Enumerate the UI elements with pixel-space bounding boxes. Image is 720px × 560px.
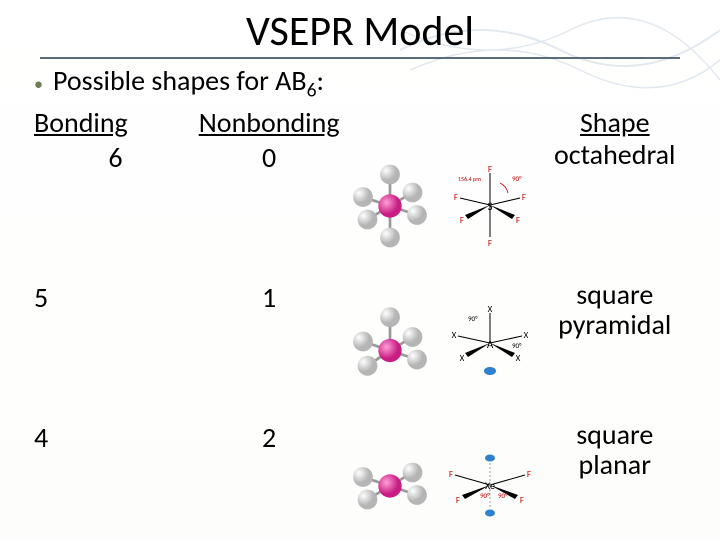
svg-text:90°: 90° (512, 174, 522, 183)
vsepr-table: Bonding Nonbonding Shape 6 0 (34, 105, 690, 560)
svg-text:90°: 90° (468, 314, 478, 323)
shape-cell: square pyramidal (540, 280, 690, 420)
structure-diagram-icon: A X X X X X 90° 90° (440, 303, 540, 388)
structure-diagram-icon: S F F F F F F 90° 156.4 pm (440, 163, 540, 248)
svg-text:90°: 90° (480, 491, 490, 500)
bonding-cell: 4 (34, 420, 197, 560)
structure-diagram-icon: Xe F F F F 90° 90° (440, 443, 540, 528)
bonding-cell: 5 (34, 280, 197, 420)
svg-text:90°: 90° (512, 341, 522, 350)
svg-text:X: X (515, 353, 520, 364)
table-row: 6 0 (34, 140, 690, 280)
svg-text:F: F (448, 469, 452, 480)
slide-title: VSEPR Model (40, 0, 680, 59)
svg-text:X: X (487, 304, 492, 315)
nonbonding-cell: 0 (197, 140, 341, 280)
svg-text:F: F (455, 495, 459, 506)
svg-text:F: F (515, 215, 519, 226)
table-row: 4 2 (34, 420, 690, 560)
table-row: 5 1 (34, 280, 690, 420)
svg-text:F: F (487, 164, 491, 175)
svg-text:S: S (487, 200, 492, 213)
hdr-bonding: Bonding (34, 105, 197, 140)
molecule-3d-icon (345, 441, 435, 531)
nonbonding-cell: 1 (197, 280, 341, 420)
svg-text:F: F (459, 215, 463, 226)
svg-text:F: F (526, 469, 530, 480)
bonding-cell: 6 (34, 140, 197, 280)
hdr-shape: Shape (540, 105, 690, 140)
bullet-text: Possible shapes for AB6: (53, 63, 324, 103)
svg-text:F: F (453, 192, 457, 203)
bullet-line: • Possible shapes for AB6: (34, 63, 690, 103)
nonbonding-cell: 2 (197, 420, 341, 560)
hdr-nonbonding: Nonbonding (197, 105, 341, 140)
shape-cell: octahedral (540, 140, 690, 280)
svg-text:X: X (451, 330, 456, 341)
svg-text:X: X (459, 353, 464, 364)
svg-text:90°: 90° (498, 491, 508, 500)
bullet-dot: • (34, 73, 43, 95)
molecule-3d-icon (345, 301, 435, 391)
svg-text:F: F (521, 192, 525, 203)
svg-text:F: F (519, 495, 523, 506)
svg-text:F: F (487, 238, 491, 248)
svg-text:156.4 pm: 156.4 pm (458, 175, 481, 183)
svg-text:A: A (486, 338, 493, 351)
svg-text:X: X (523, 330, 528, 341)
header-row: Bonding Nonbonding Shape (34, 105, 690, 140)
content-area: • Possible shapes for AB6: Bonding Nonbo… (0, 63, 720, 560)
shape-cell: square planar (540, 420, 690, 560)
molecule-3d-icon (345, 161, 435, 251)
